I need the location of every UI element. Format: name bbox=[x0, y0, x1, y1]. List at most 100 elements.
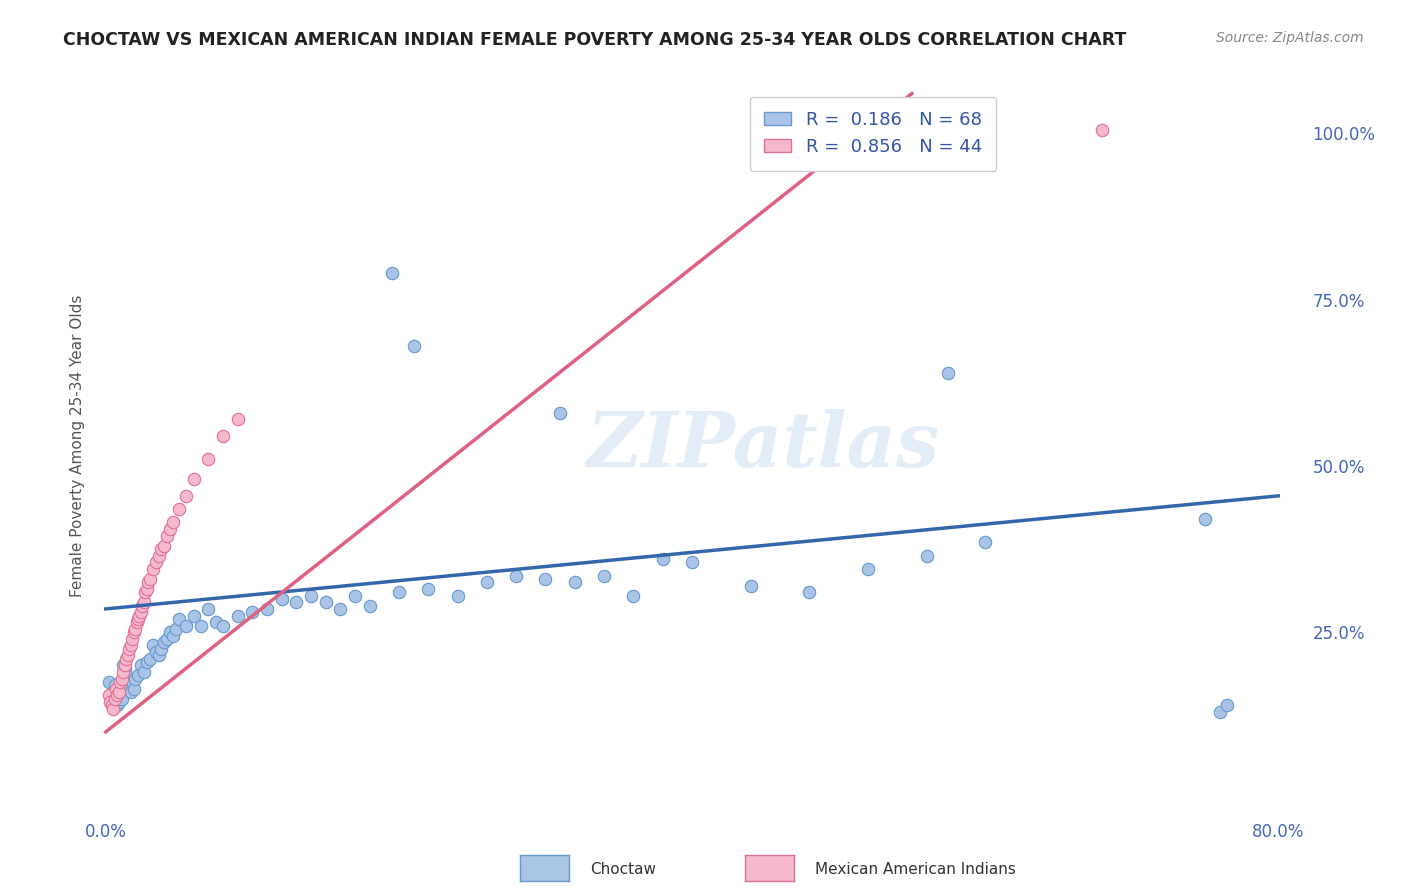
Choctaw bbox=[799, 585, 821, 599]
Choctaw bbox=[108, 695, 131, 709]
Choctaw bbox=[380, 266, 402, 280]
Mexican American Indians bbox=[129, 605, 152, 619]
Choctaw bbox=[112, 658, 135, 673]
Choctaw bbox=[548, 406, 571, 420]
Mexican American Indians bbox=[197, 452, 219, 467]
Choctaw bbox=[121, 675, 143, 690]
Choctaw bbox=[240, 605, 263, 619]
Choctaw bbox=[120, 685, 142, 699]
Text: Choctaw: Choctaw bbox=[591, 863, 657, 877]
Choctaw bbox=[256, 602, 278, 616]
Choctaw bbox=[299, 589, 322, 603]
Choctaw bbox=[153, 635, 176, 649]
Text: ZIPatlas: ZIPatlas bbox=[586, 409, 941, 483]
Mexican American Indians bbox=[98, 695, 121, 709]
Choctaw bbox=[681, 555, 703, 569]
Choctaw bbox=[111, 691, 134, 706]
Choctaw bbox=[145, 645, 167, 659]
Choctaw bbox=[135, 655, 157, 669]
Choctaw bbox=[127, 668, 149, 682]
Mexican American Indians bbox=[145, 555, 167, 569]
Mexican American Indians bbox=[132, 595, 155, 609]
Choctaw bbox=[938, 366, 960, 380]
Choctaw bbox=[118, 678, 141, 692]
Choctaw bbox=[142, 639, 165, 653]
Choctaw bbox=[159, 625, 181, 640]
Choctaw bbox=[97, 675, 120, 690]
Choctaw bbox=[98, 689, 121, 703]
Mexican American Indians bbox=[100, 698, 122, 713]
Mexican American Indians bbox=[176, 489, 198, 503]
Choctaw bbox=[101, 685, 124, 699]
Choctaw bbox=[534, 572, 557, 586]
Choctaw bbox=[129, 658, 152, 673]
Choctaw bbox=[856, 562, 879, 576]
Mexican American Indians bbox=[97, 689, 120, 703]
Choctaw bbox=[1208, 705, 1230, 719]
Choctaw bbox=[402, 339, 425, 353]
Mexican American Indians bbox=[122, 625, 145, 640]
Mexican American Indians bbox=[128, 608, 150, 623]
Choctaw bbox=[915, 549, 938, 563]
Choctaw bbox=[114, 662, 136, 676]
Choctaw bbox=[285, 595, 308, 609]
Mexican American Indians bbox=[1091, 123, 1114, 137]
Choctaw bbox=[418, 582, 440, 596]
Y-axis label: Female Poverty Among 25-34 Year Olds: Female Poverty Among 25-34 Year Olds bbox=[69, 295, 84, 597]
Mexican American Indians bbox=[131, 599, 153, 613]
Choctaw bbox=[226, 608, 249, 623]
Mexican American Indians bbox=[101, 701, 124, 715]
Mexican American Indians bbox=[108, 685, 131, 699]
Choctaw bbox=[974, 535, 997, 549]
Choctaw bbox=[593, 568, 616, 582]
Mexican American Indians bbox=[183, 472, 205, 486]
Mexican American Indians bbox=[105, 681, 128, 696]
Mexican American Indians bbox=[117, 648, 139, 663]
Choctaw bbox=[183, 608, 205, 623]
Choctaw bbox=[117, 681, 139, 696]
Mexican American Indians bbox=[134, 585, 156, 599]
Choctaw bbox=[115, 668, 138, 682]
Mexican American Indians bbox=[156, 529, 179, 543]
Choctaw bbox=[315, 595, 337, 609]
Choctaw bbox=[107, 698, 129, 713]
Choctaw bbox=[329, 602, 352, 616]
Choctaw bbox=[212, 618, 235, 632]
Choctaw bbox=[122, 681, 145, 696]
Mexican American Indians bbox=[114, 658, 136, 673]
Choctaw bbox=[150, 641, 173, 656]
Mexican American Indians bbox=[115, 652, 138, 666]
Text: CHOCTAW VS MEXICAN AMERICAN INDIAN FEMALE POVERTY AMONG 25-34 YEAR OLDS CORRELAT: CHOCTAW VS MEXICAN AMERICAN INDIAN FEMAL… bbox=[63, 31, 1126, 49]
Mexican American Indians bbox=[110, 675, 132, 690]
Mexican American Indians bbox=[148, 549, 170, 563]
Choctaw bbox=[564, 575, 586, 590]
Mexican American Indians bbox=[118, 641, 141, 656]
Choctaw bbox=[446, 589, 468, 603]
Mexican American Indians bbox=[103, 691, 125, 706]
Mexican American Indians bbox=[120, 639, 142, 653]
Choctaw bbox=[204, 615, 226, 630]
Choctaw bbox=[1194, 512, 1216, 526]
Mexican American Indians bbox=[153, 539, 176, 553]
Mexican American Indians bbox=[124, 622, 146, 636]
Legend: R =  0.186   N = 68, R =  0.856   N = 44: R = 0.186 N = 68, R = 0.856 N = 44 bbox=[749, 96, 997, 170]
Choctaw bbox=[167, 612, 190, 626]
Mexican American Indians bbox=[159, 522, 181, 536]
Choctaw bbox=[197, 602, 219, 616]
Choctaw bbox=[138, 652, 160, 666]
Choctaw bbox=[100, 698, 122, 713]
Choctaw bbox=[105, 691, 128, 706]
Text: Source: ZipAtlas.com: Source: ZipAtlas.com bbox=[1216, 31, 1364, 45]
Choctaw bbox=[190, 618, 212, 632]
Choctaw bbox=[505, 568, 527, 582]
Choctaw bbox=[165, 622, 187, 636]
Mexican American Indians bbox=[162, 516, 184, 530]
Mexican American Indians bbox=[112, 665, 135, 679]
Mexican American Indians bbox=[150, 542, 173, 557]
Choctaw bbox=[270, 591, 292, 606]
Mexican American Indians bbox=[212, 429, 235, 443]
Choctaw bbox=[343, 589, 366, 603]
Mexican American Indians bbox=[107, 689, 129, 703]
Choctaw bbox=[156, 632, 179, 646]
Choctaw bbox=[132, 665, 155, 679]
